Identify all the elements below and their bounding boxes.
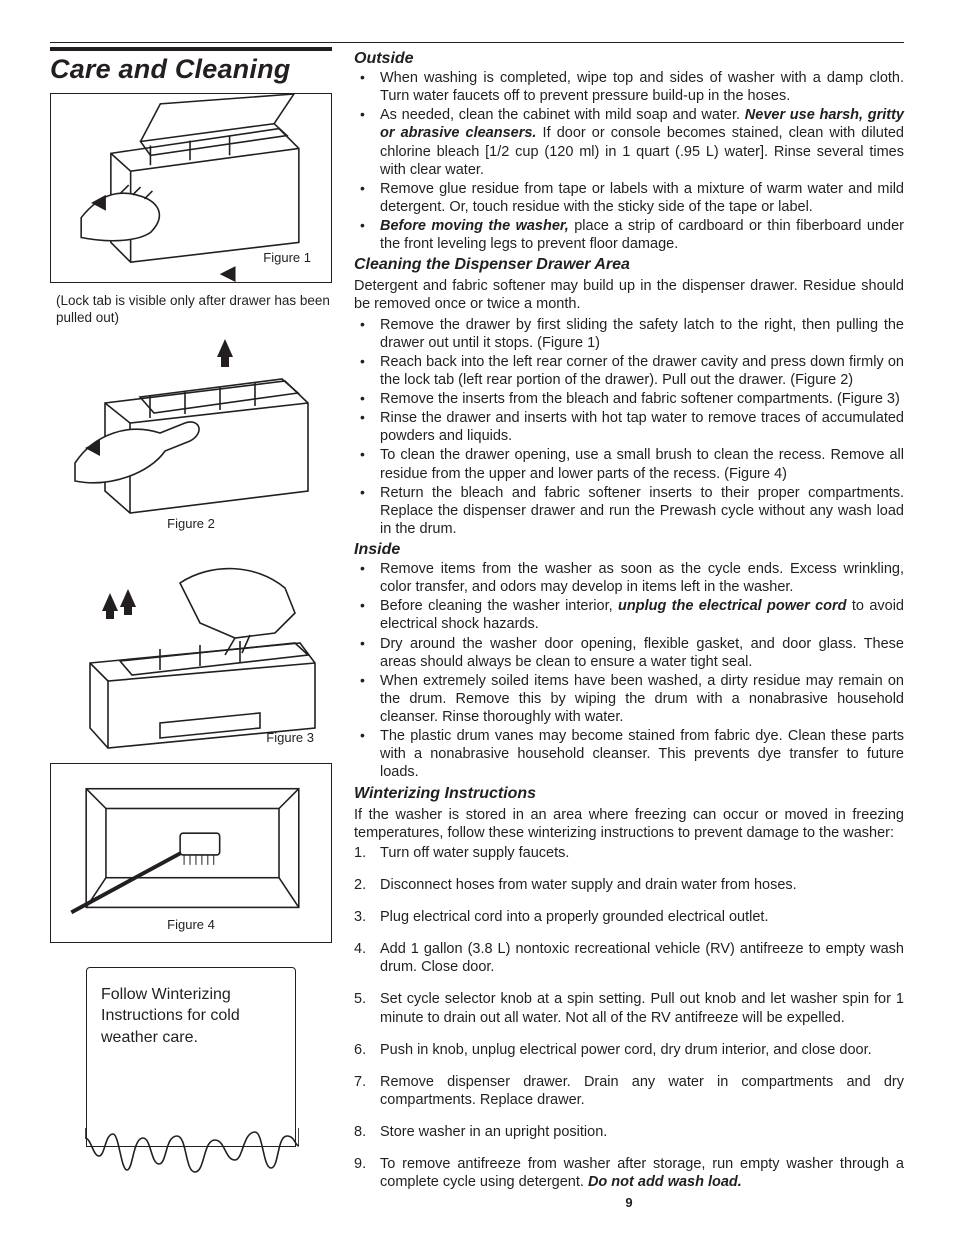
- figure-4-caption: Figure 4: [167, 917, 215, 933]
- figure-3: Figure 3: [50, 543, 332, 753]
- dispenser-list: Remove the drawer by first sliding the s…: [354, 316, 904, 539]
- outside-list: When washing is completed, wipe top and …: [354, 69, 904, 253]
- list-item: Push in knob, unplug electrical power co…: [374, 1041, 904, 1059]
- list-item: Store washer in an upright position.: [374, 1123, 904, 1141]
- dispenser-heading: Cleaning the Dispenser Drawer Area: [354, 255, 904, 275]
- dispenser-intro: Detergent and fabric softener may build …: [354, 277, 904, 313]
- list-item: When washing is completed, wipe top and …: [374, 69, 904, 105]
- list-item: Remove glue residue from tape or labels …: [374, 180, 904, 216]
- list-item: Remove the inserts from the bleach and f…: [374, 390, 904, 408]
- figure-1: Figure 1: [50, 93, 332, 283]
- list-item: Disconnect hoses from water supply and d…: [374, 876, 904, 894]
- figure-3-caption: Figure 3: [266, 730, 314, 746]
- list-item: Remove items from the washer as soon as …: [374, 560, 904, 596]
- right-column: Outside When washing is completed, wipe …: [354, 47, 904, 1212]
- list-item: Remove dispenser drawer. Drain any water…: [374, 1073, 904, 1109]
- figure-2: Figure 2: [50, 333, 332, 533]
- icicle-icon: [85, 1126, 299, 1176]
- winterizing-note-text: Follow Winterizing Instructions for cold…: [101, 986, 240, 1046]
- page-title: Care and Cleaning: [50, 53, 332, 87]
- left-column: Care and Cleaning: [50, 47, 332, 1212]
- list-item: Return the bleach and fabric softener in…: [374, 484, 904, 538]
- list-item: Turn off water supply faucets.: [374, 844, 904, 862]
- figure-4: Figure 4: [50, 763, 332, 943]
- list-item: As needed, clean the cabinet with mild s…: [374, 106, 904, 179]
- list-item: Set cycle selector knob at a spin settin…: [374, 990, 904, 1026]
- list-item: The plastic drum vanes may become staine…: [374, 727, 904, 781]
- page-number: 9: [354, 1195, 904, 1211]
- inside-list: Remove items from the washer as soon as …: [354, 560, 904, 782]
- two-column-layout: Care and Cleaning: [50, 47, 904, 1212]
- figure-2-caption: Figure 2: [167, 516, 215, 532]
- list-item: When extremely soiled items have been wa…: [374, 672, 904, 726]
- list-item: Before moving the washer, place a strip …: [374, 217, 904, 253]
- list-item: Add 1 gallon (3.8 L) nontoxic recreation…: [374, 940, 904, 976]
- outside-heading: Outside: [354, 49, 904, 69]
- winterizing-intro: If the washer is stored in an area where…: [354, 806, 904, 842]
- list-item: Remove the drawer by first sliding the s…: [374, 316, 904, 352]
- figure-3-illustration: [50, 543, 332, 753]
- list-item: Reach back into the left rear corner of …: [374, 353, 904, 389]
- figure-1-caption: Figure 1: [263, 250, 311, 266]
- list-item: Dry around the washer door opening, flex…: [374, 635, 904, 671]
- list-item: Rinse the drawer and inserts with hot ta…: [374, 409, 904, 445]
- list-item: Plug electrical cord into a properly gro…: [374, 908, 904, 926]
- list-item: To remove antifreeze from washer after s…: [374, 1155, 904, 1191]
- winterizing-heading: Winterizing Instructions: [354, 784, 904, 804]
- figure-2-illustration: [50, 333, 332, 533]
- list-item: Before cleaning the washer interior, unp…: [374, 597, 904, 633]
- page-top-rule: [50, 42, 904, 43]
- inside-heading: Inside: [354, 540, 904, 560]
- figure-4-illustration: [51, 764, 331, 942]
- title-bar: Care and Cleaning: [50, 47, 332, 87]
- winterizing-note-box: Follow Winterizing Instructions for cold…: [86, 967, 296, 1147]
- list-item: To clean the drawer opening, use a small…: [374, 446, 904, 482]
- lock-tab-note: (Lock tab is visible only after drawer h…: [56, 293, 332, 327]
- winterizing-list: Turn off water supply faucets. Disconnec…: [354, 844, 904, 1192]
